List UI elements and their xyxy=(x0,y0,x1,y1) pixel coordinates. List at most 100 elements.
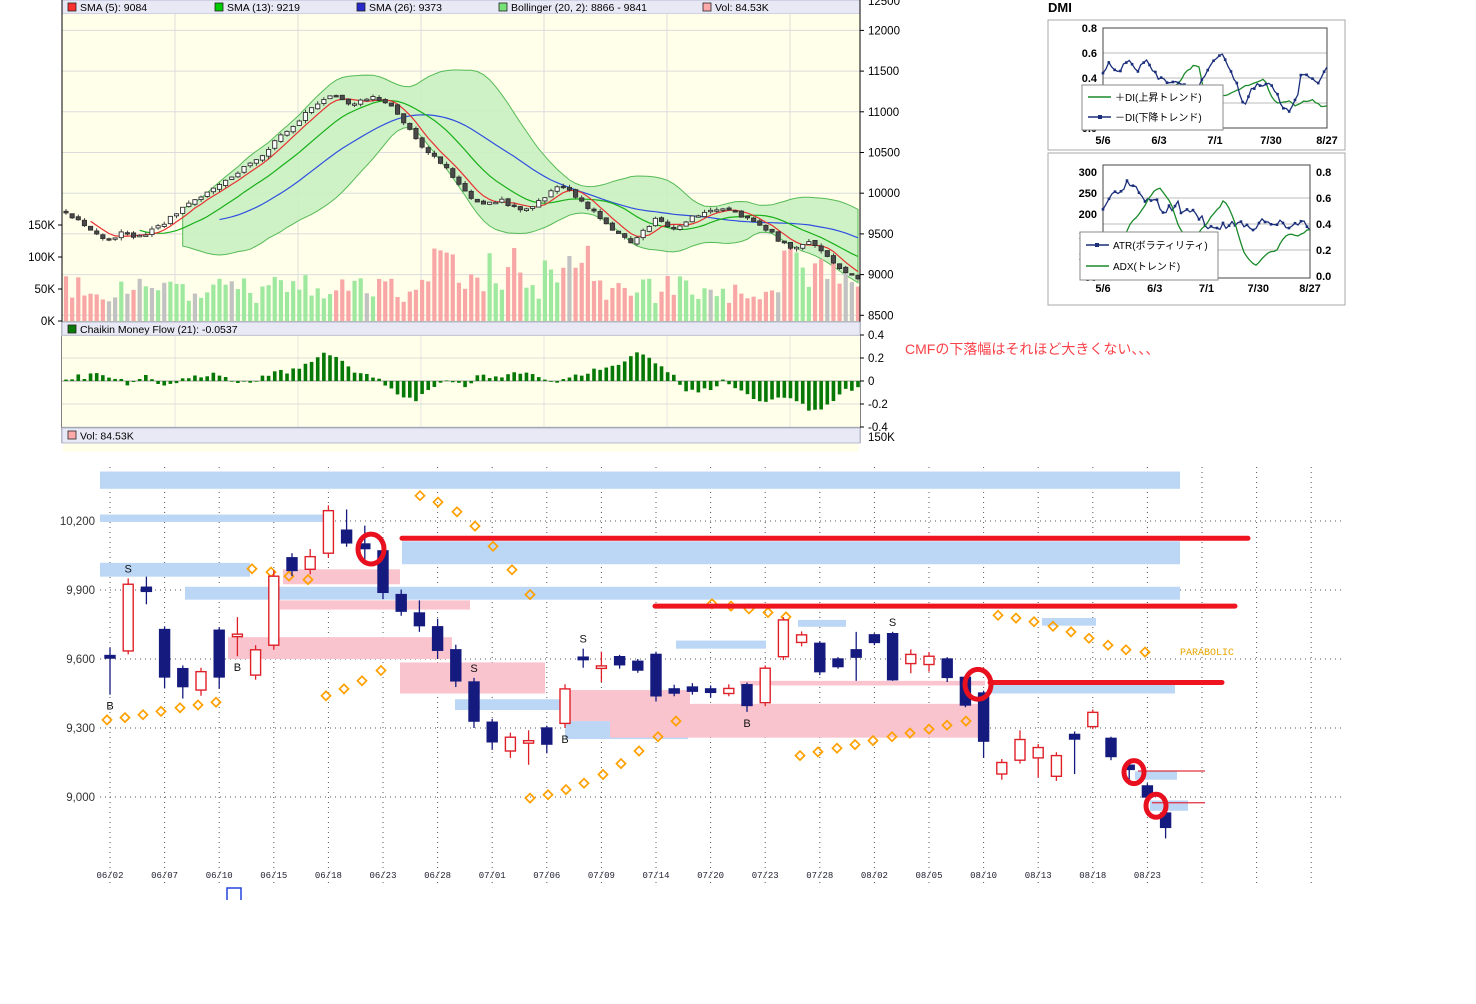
axis-label: 7/30 xyxy=(1248,283,1269,295)
cmf-bar xyxy=(500,377,504,381)
axis-label: 07/01 xyxy=(479,871,506,881)
candle xyxy=(541,727,553,745)
axis-label: 07/09 xyxy=(588,871,615,881)
volume-bar xyxy=(487,253,492,321)
candle xyxy=(186,202,192,208)
volume-bar xyxy=(628,295,633,321)
cmf-bar xyxy=(229,381,234,382)
parabolic-sar-dot xyxy=(320,690,332,702)
volume-bar xyxy=(63,276,69,321)
axis-label: 08/23 xyxy=(1134,871,1161,881)
cmf-bar xyxy=(647,357,652,381)
candle xyxy=(595,665,608,670)
candle xyxy=(468,190,474,199)
candle xyxy=(855,274,861,280)
candle xyxy=(751,217,757,222)
parabolic-sar-dot xyxy=(1047,620,1059,633)
volume-bar xyxy=(720,288,726,321)
candle xyxy=(259,155,266,161)
cmf-bar xyxy=(315,357,320,381)
parabolic-sar-dot xyxy=(375,664,387,677)
cmf-bar xyxy=(573,374,578,381)
candle xyxy=(744,215,751,219)
parabolic-sar-dot xyxy=(1010,612,1022,624)
scroll-artifact xyxy=(226,887,242,900)
cmf-bar xyxy=(493,376,498,381)
candle xyxy=(708,209,714,213)
resistance-band xyxy=(990,683,1175,694)
volume-bar xyxy=(438,250,443,321)
axis-label: 11500 xyxy=(868,66,899,78)
candle xyxy=(229,176,235,180)
cmf-bar xyxy=(101,375,105,381)
dmi-panel-title: DMI xyxy=(1048,0,1072,15)
cmf-bar xyxy=(463,381,467,388)
candle xyxy=(714,209,720,212)
candle xyxy=(689,215,695,223)
candle xyxy=(327,95,333,100)
volume-bar xyxy=(567,255,572,321)
parabolic-sar-dot xyxy=(210,696,222,708)
candle xyxy=(216,184,223,190)
axis-label: 250 xyxy=(1079,188,1097,200)
candle xyxy=(180,206,186,214)
candle xyxy=(650,653,662,697)
cmf-bar xyxy=(561,379,566,381)
axis-label: 9,600 xyxy=(66,654,95,666)
axis-label: SMA (13): 9219 xyxy=(227,2,300,14)
axis-label: 0.4 xyxy=(1082,73,1098,85)
cmf-bar xyxy=(757,381,762,402)
dmi-charts: 0.8 0.6 0.4 0.2 0.0 5/6 6/3 7/1 7/30 8/27 ＋DI(上昇トレ… xyxy=(1043,0,1358,312)
axis-label: 10,200 xyxy=(60,516,95,528)
volume-bar xyxy=(579,262,584,321)
parabolic-sar-dot xyxy=(1083,632,1095,645)
legend-swatch xyxy=(356,2,366,12)
cmf-bar xyxy=(629,356,633,381)
volume-bar xyxy=(499,289,505,321)
candle xyxy=(94,230,100,235)
volume-bar xyxy=(162,282,167,321)
legend-swatch xyxy=(214,2,224,12)
volume-bar xyxy=(241,278,247,321)
parabolic-sar-dot xyxy=(831,742,843,754)
cmf-bar xyxy=(770,381,774,400)
volume-bar xyxy=(211,284,216,321)
volume-bar xyxy=(149,287,155,321)
candle xyxy=(149,228,155,236)
cmf-bar xyxy=(297,368,302,381)
cmf-bar xyxy=(475,375,480,381)
parabolic-sar-dot xyxy=(469,520,481,532)
parabolic-sar-dot xyxy=(119,711,131,724)
cmf-bar xyxy=(506,374,510,381)
volume-bar xyxy=(186,300,191,321)
parabolic-sar-dot xyxy=(597,768,609,781)
axis-label: 9000 xyxy=(868,270,894,282)
candle xyxy=(249,649,262,676)
atr-series xyxy=(1102,179,1311,231)
cmf-bar xyxy=(837,381,842,395)
candle xyxy=(437,156,444,164)
candle xyxy=(677,225,683,230)
candle xyxy=(812,240,818,246)
candle xyxy=(204,191,210,197)
volume-bar xyxy=(395,297,400,321)
candle xyxy=(941,658,953,679)
candle xyxy=(339,94,345,101)
candle xyxy=(104,654,116,659)
cmf-bar xyxy=(156,381,160,385)
axis-label: －DI(下降トレンド) xyxy=(1115,111,1202,124)
parabolic-sar-dot xyxy=(356,675,368,687)
volume-bar xyxy=(622,287,627,321)
parabolic-sar-dot xyxy=(904,727,916,739)
candle xyxy=(395,593,407,612)
volume-bar xyxy=(616,283,621,321)
candle xyxy=(886,632,899,681)
candle xyxy=(622,233,628,238)
axis-label: 0.2 xyxy=(1316,245,1331,257)
candle xyxy=(609,222,615,231)
cmf-bar xyxy=(291,368,295,381)
cmf-legend-swatch xyxy=(67,324,77,334)
volume-bar xyxy=(812,263,818,321)
parabolic-sar-dot xyxy=(1065,626,1077,638)
candle xyxy=(444,163,450,169)
